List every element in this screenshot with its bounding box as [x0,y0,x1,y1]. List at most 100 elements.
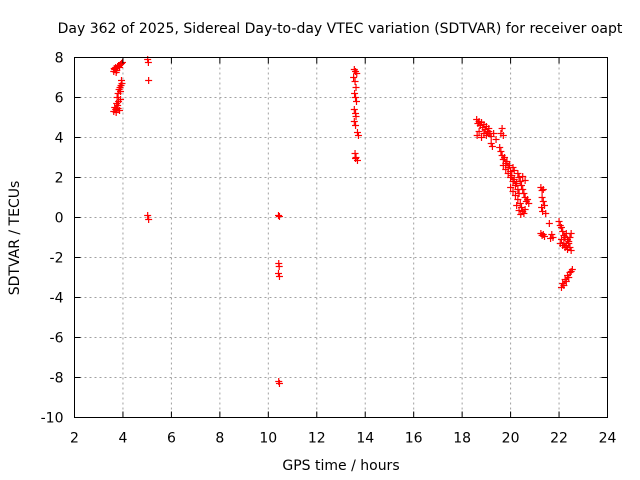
data-point [350,74,358,81]
x-tick-label: 24 [599,431,617,447]
data-point [352,94,360,101]
data-point [353,98,361,105]
data-point [473,132,481,139]
data-point [499,132,507,139]
data-point [510,167,518,174]
x-tick-label: 18 [453,431,471,447]
data-point [114,105,122,112]
data-point [557,224,565,231]
data-point [509,188,517,195]
data-point [274,270,282,277]
data-point [516,200,524,207]
data-point [112,109,120,116]
axis-ticks [74,57,608,418]
data-point [524,196,532,203]
y-axis-label: SDTVAR / TECUs [7,181,23,296]
data-point [144,59,152,66]
data-point [117,88,125,95]
data-point [499,162,507,169]
data-point [517,211,525,218]
data-point [145,216,153,223]
data-point [565,274,573,281]
data-point [507,184,515,191]
data-point [514,170,522,177]
data-point [112,69,120,76]
data-point [352,122,360,129]
data-point [562,278,570,285]
data-point [352,155,360,162]
y-tick-label: -2 [50,251,64,267]
data-point [513,202,521,209]
data-point [497,148,505,155]
data-point [515,174,523,181]
data-point [525,200,533,207]
data-point [508,172,516,179]
data-point [501,154,509,161]
data-point [144,212,152,219]
data-point [352,84,360,91]
data-point [538,194,546,201]
data-point [275,273,283,280]
data-point [475,128,483,135]
x-tick-label: 10 [259,431,277,447]
data-point [519,186,527,193]
data-point [118,60,126,67]
data-point [504,170,512,177]
x-tick-label: 16 [405,431,423,447]
data-point [566,244,574,251]
y-tick-label: 0 [55,211,64,227]
data-point [351,90,359,97]
plot-frame [74,57,608,418]
data-point [566,234,574,241]
data-point [511,192,519,199]
data-point [113,94,121,101]
data-point [492,136,500,143]
data-point [509,164,517,171]
data-point [560,282,568,289]
x-axis-label: GPS time / hours [282,458,399,474]
data-point [351,78,359,85]
data-point [503,158,511,165]
data-point [485,128,493,135]
data-point [545,220,553,227]
data-point [510,176,518,183]
data-point [542,210,550,217]
data-point [565,240,573,247]
data-point [498,125,506,132]
data-point [520,190,528,197]
data-point [490,130,498,137]
data-point [274,212,282,219]
data-point [547,235,555,242]
x-tick-label: 22 [550,431,568,447]
data-point [118,77,126,84]
data-point [559,228,567,235]
data-point [568,266,576,273]
x-tick-label: 6 [167,431,176,447]
data-point [350,118,358,125]
grid-lines [74,57,608,418]
data-point [516,178,524,185]
data-point [352,113,360,120]
data-point [353,129,361,136]
data-point [354,132,362,139]
data-point [538,187,546,194]
data-point [482,132,490,139]
data-point [496,144,504,151]
data-point [505,162,513,169]
data-point [539,186,547,193]
data-point [275,263,283,270]
y-tick-label: -4 [50,291,64,307]
data-point [555,218,563,225]
data-point [521,206,529,213]
data-point [488,143,496,150]
data-point [521,177,529,184]
data-point [548,231,556,238]
data-point [567,247,575,254]
data-series [110,56,576,387]
y-tick-label: -8 [50,371,64,387]
data-point [116,64,124,71]
y-tick-label: 2 [55,171,64,187]
x-tick-label: 14 [356,431,374,447]
